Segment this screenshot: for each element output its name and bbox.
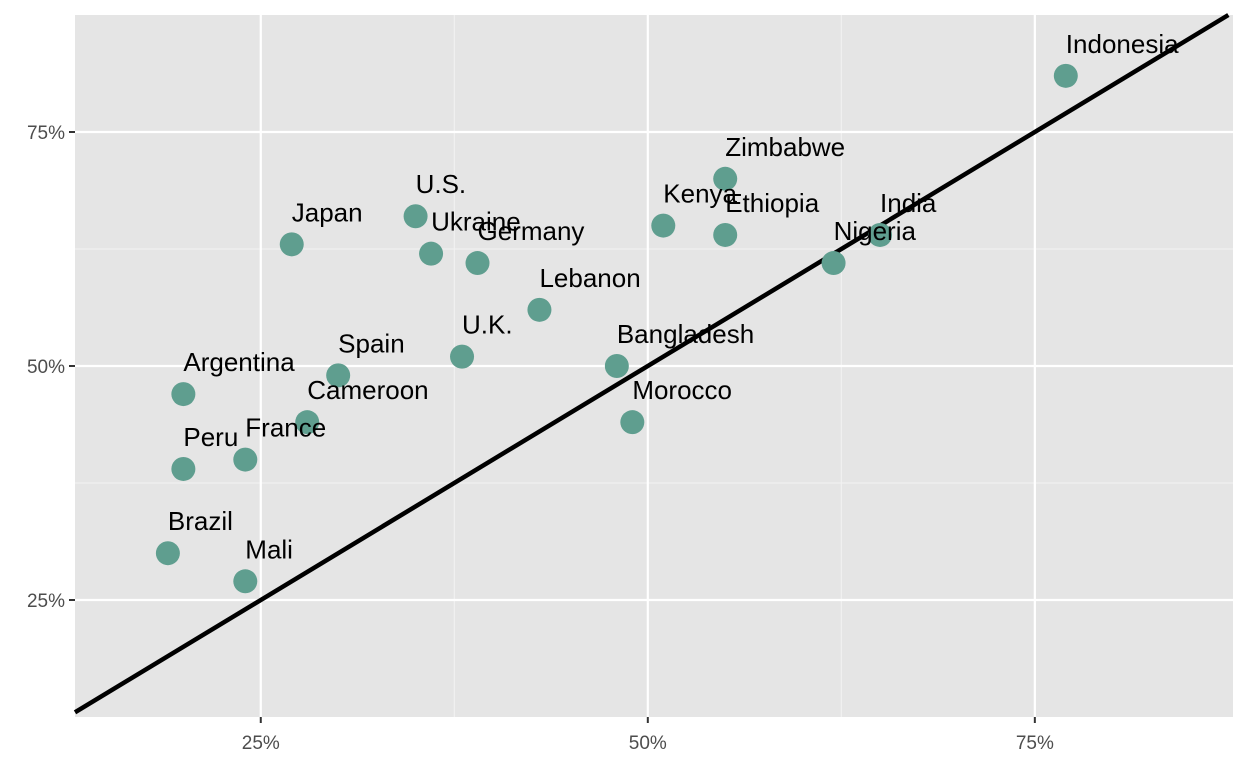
point-label-zimbabwe: Zimbabwe — [725, 132, 845, 162]
point-label-nigeria: Nigeria — [834, 216, 917, 246]
point-u-s — [403, 204, 428, 229]
point-label-mali: Mali — [245, 534, 293, 564]
point-ukraine — [419, 241, 444, 266]
x-tick-label-0: 25% — [242, 733, 280, 754]
point-spain — [326, 363, 351, 388]
point-india — [868, 222, 893, 247]
point-label-ukraine: Ukraine — [431, 207, 521, 237]
point-germany — [465, 251, 490, 276]
point-label-france: France — [245, 413, 326, 443]
point-zimbabwe — [713, 166, 738, 191]
point-kenya — [651, 213, 676, 238]
point-japan — [279, 232, 304, 257]
data-points — [155, 63, 1078, 594]
point-argentina — [171, 382, 196, 407]
point-bangladesh — [604, 354, 629, 378]
point-label-peru: Peru — [183, 422, 238, 452]
point-label-japan: Japan — [292, 197, 363, 227]
point-ethiopia — [713, 222, 738, 247]
point-label-bangladesh: Bangladesh — [617, 319, 754, 349]
point-label-kenya: Kenya — [663, 179, 737, 209]
point-label-indonesia: Indonesia — [1066, 29, 1179, 59]
point-france — [233, 447, 258, 472]
point-brazil — [155, 541, 180, 566]
point-indonesia — [1053, 63, 1078, 88]
point-label-brazil: Brazil — [168, 506, 233, 536]
point-peru — [171, 456, 196, 481]
point-label-argentina: Argentina — [183, 347, 295, 377]
x-tick-label-2: 75% — [1016, 733, 1054, 754]
point-lebanon — [527, 297, 552, 322]
point-label-u-k: U.K. — [462, 310, 513, 340]
point-mali — [233, 569, 258, 594]
y-tick-label-0: 25% — [27, 591, 65, 612]
point-cameroon — [295, 410, 320, 435]
point-label-india: India — [880, 188, 937, 218]
x-tick-label-1: 50% — [629, 733, 667, 754]
point-morocco — [620, 410, 645, 435]
point-label-germany: Germany — [478, 216, 585, 246]
point-label-spain: Spain — [338, 328, 405, 358]
point-u-k — [450, 344, 475, 369]
point-label-u-s: U.S. — [416, 169, 467, 199]
point-label-ethiopia: Ethiopia — [725, 188, 819, 218]
reference-line-group — [73, 13, 1230, 715]
point-label-lebanon: Lebanon — [539, 263, 640, 293]
point-label-cameroon: Cameroon — [307, 375, 428, 405]
y-tick-label-1: 50% — [27, 357, 65, 378]
reference-line — [73, 13, 1230, 715]
y-tick-label-2: 75% — [27, 123, 65, 144]
point-nigeria — [821, 251, 846, 276]
axes: 25% 50% 75% 25% 50% 75% — [27, 123, 1054, 754]
point-label-morocco: Morocco — [632, 375, 732, 405]
